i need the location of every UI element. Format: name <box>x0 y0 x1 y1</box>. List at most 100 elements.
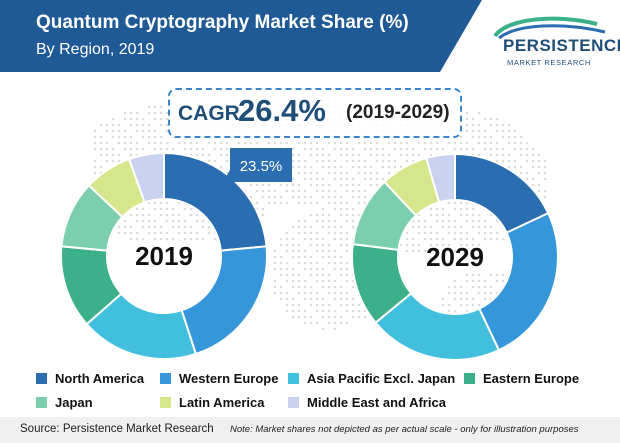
map-dot <box>291 255 295 259</box>
map-dot <box>339 297 343 301</box>
map-dot <box>339 213 343 217</box>
map-dot <box>525 177 529 181</box>
map-dot <box>135 117 139 121</box>
map-dot <box>447 141 451 145</box>
map-dot <box>111 129 115 133</box>
map-dot <box>153 201 157 205</box>
map-dot <box>135 219 139 223</box>
map-dot <box>477 243 481 247</box>
map-dot <box>495 117 499 121</box>
legend-item: Asia Pacific Excl. Japan <box>288 371 455 386</box>
map-dot <box>465 279 469 283</box>
map-dot <box>267 201 271 205</box>
legend: North America Western Europe Asia Pacific … <box>0 366 620 416</box>
map-dot <box>123 129 127 133</box>
map-dot <box>279 183 283 187</box>
map-dot <box>357 171 361 175</box>
map-dot <box>321 219 325 223</box>
map-dot <box>459 291 463 295</box>
map-dot <box>429 153 433 157</box>
map-dot <box>291 309 295 313</box>
map-dot <box>411 237 415 241</box>
map-dot <box>297 285 301 289</box>
map-dot <box>465 231 469 235</box>
map-dot <box>411 249 415 253</box>
map-dot <box>297 273 301 277</box>
map-dot <box>399 165 403 169</box>
map-dot <box>309 171 313 175</box>
map-dot <box>465 123 469 127</box>
map-dot <box>369 141 373 145</box>
map-dot <box>159 141 163 145</box>
map-dot <box>333 201 337 205</box>
map-dot <box>333 267 337 271</box>
map-dot <box>333 249 337 253</box>
map-dot <box>225 159 229 163</box>
map-dot <box>117 225 121 229</box>
map-dot <box>135 111 139 115</box>
map-dot <box>261 195 265 199</box>
footer: Source: Persistence Market Research Note… <box>0 417 620 443</box>
map-dot <box>255 183 259 187</box>
map-dot <box>333 255 337 259</box>
map-dot <box>261 189 265 193</box>
map-dot <box>357 141 361 145</box>
map-dot <box>153 105 157 109</box>
map-dot <box>165 117 169 121</box>
map-dot <box>141 219 145 223</box>
map-dot <box>471 243 475 247</box>
map-dot <box>525 147 529 151</box>
map-dot <box>435 207 439 211</box>
map-dot <box>345 189 349 193</box>
map-dot <box>423 249 427 253</box>
map-dot <box>213 147 217 151</box>
map-dot <box>477 225 481 229</box>
map-dot <box>525 171 529 175</box>
map-dot <box>459 207 463 211</box>
map-dot <box>429 237 433 241</box>
map-dot <box>471 225 475 229</box>
map-dot <box>483 279 487 283</box>
map-dot <box>321 213 325 217</box>
map-dot <box>285 309 289 313</box>
map-dot <box>423 147 427 151</box>
map-dot <box>495 141 499 145</box>
map-dot <box>321 189 325 193</box>
map-dot <box>153 129 157 133</box>
map-dot <box>345 141 349 145</box>
map-dot <box>105 153 109 157</box>
map-dot <box>405 153 409 157</box>
map-dot <box>381 159 385 163</box>
map-dot <box>177 219 181 223</box>
map-dot <box>435 219 439 223</box>
map-dot <box>123 135 127 139</box>
map-dot <box>105 147 109 151</box>
map-dot <box>135 207 139 211</box>
map-dot <box>363 159 367 163</box>
map-dot <box>195 231 199 235</box>
map-dot <box>489 291 493 295</box>
cagr-value: 26.4% <box>238 93 326 128</box>
map-dot <box>339 321 343 325</box>
map-dot <box>315 249 319 253</box>
map-dot <box>447 225 451 229</box>
map-dot <box>399 147 403 151</box>
map-dot <box>381 153 385 157</box>
map-dot <box>483 291 487 295</box>
map-dot <box>219 141 223 145</box>
map-dot <box>339 177 343 181</box>
map-dot <box>465 213 469 217</box>
map-dot <box>297 183 301 187</box>
map-dot <box>171 225 175 229</box>
map-dot <box>351 183 355 187</box>
map-dot <box>291 183 295 187</box>
legend-swatch <box>36 373 47 384</box>
legend-swatch <box>160 373 171 384</box>
map-dot <box>489 237 493 241</box>
map-dot <box>189 237 193 241</box>
map-dot <box>507 123 511 127</box>
map-dot <box>315 261 319 265</box>
map-dot <box>429 147 433 151</box>
map-dot <box>381 165 385 169</box>
map-dot <box>243 141 247 145</box>
